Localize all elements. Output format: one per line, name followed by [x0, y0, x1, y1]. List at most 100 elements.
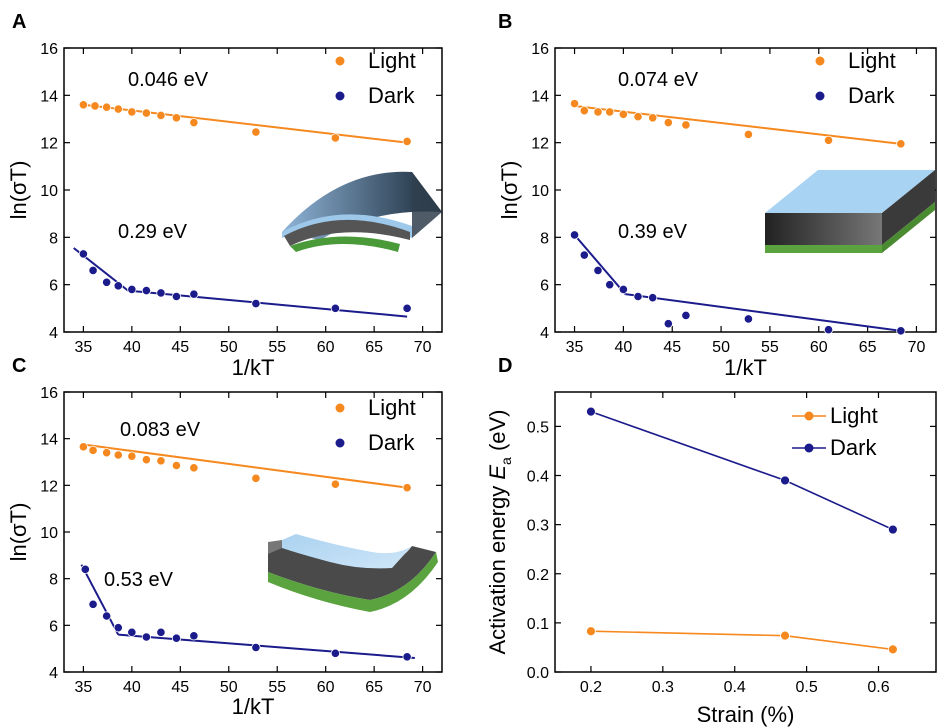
data-point-light: [823, 135, 834, 145]
y-tick-label: 10: [40, 183, 58, 200]
x-axis-title: 1/kT: [232, 694, 275, 719]
y-tick-label: 10: [531, 183, 549, 200]
data-point-dark: [780, 475, 790, 486]
fit-line-dark: [571, 231, 627, 295]
y-tick-label: 12: [40, 478, 58, 495]
data-point-dark: [896, 326, 906, 336]
fit-line-dark: [80, 564, 120, 636]
legend-marker: [335, 56, 345, 66]
panel-b: B 35 40 45 50 55 60 65 70 4 6 8 10 12 14 16 1/kT ln(σT) 0.…: [497, 11, 937, 380]
data-point-dark: [102, 277, 112, 287]
data-point-dark: [113, 281, 123, 291]
y-tick-label: 4: [49, 665, 58, 682]
legend-label: Dark: [830, 435, 877, 460]
panel-letter: C: [12, 355, 26, 377]
data-point-light: [633, 112, 643, 122]
y-axis-title-symbol: E: [485, 465, 510, 480]
x-tick-label: 0.6: [867, 679, 889, 696]
data-point-dark: [579, 250, 589, 260]
data-point-light: [88, 445, 98, 455]
y-tick-label: 0.4: [527, 469, 549, 486]
series-line-light: [590, 630, 893, 651]
data-point-light: [743, 129, 754, 139]
fit-line-dark: [118, 633, 415, 659]
fit-line-dark: [625, 293, 901, 332]
data-point-light: [141, 455, 151, 465]
data-point-light: [127, 107, 137, 117]
data-point-dark: [127, 284, 137, 294]
legend-label: Dark: [368, 430, 415, 455]
legend-marker: [815, 91, 825, 101]
x-tick-label: 70: [908, 339, 926, 356]
y-axis-title-sub: a: [498, 457, 514, 465]
legend-marker: [815, 56, 825, 66]
data-point-light: [171, 113, 182, 123]
y-tick-label: 6: [540, 278, 549, 295]
data-point-light: [189, 463, 199, 473]
x-tick-label: 40: [123, 339, 141, 356]
y-tick-label: 6: [49, 618, 58, 635]
x-tick-label: 0.4: [724, 679, 746, 696]
data-point-dark: [156, 627, 166, 637]
data-point-light: [330, 479, 340, 489]
y-tick-label: 6: [49, 278, 58, 295]
data-point-dark: [618, 284, 628, 294]
panel-letter: D: [498, 355, 512, 377]
y-axis-title: ln(σT): [6, 503, 31, 562]
data-point-light: [780, 630, 790, 641]
activation-energy-annotation: 0.083 eV: [120, 419, 201, 441]
fit-line-light: [83, 443, 408, 489]
data-point-dark: [171, 291, 182, 302]
y-tick-label: 16: [531, 41, 549, 58]
data-point-dark: [88, 265, 98, 276]
data-point-light: [156, 456, 166, 466]
data-point-dark: [189, 631, 199, 641]
data-point-light: [127, 451, 137, 461]
x-tick-label: 35: [74, 679, 92, 696]
concave-curved-device-icon: [268, 534, 438, 612]
data-point-dark: [330, 303, 340, 313]
legend-label: Light: [830, 403, 878, 428]
y-tick-label: 4: [49, 325, 58, 342]
x-tick-label: 0.5: [795, 679, 817, 696]
legend-marker: [804, 411, 814, 421]
y-tick-label: 4: [540, 325, 549, 342]
data-point-light: [113, 104, 123, 114]
x-tick-label: 55: [761, 339, 779, 356]
x-tick-label: 40: [123, 679, 141, 696]
legend-marker: [335, 403, 345, 413]
data-point-dark: [402, 652, 412, 662]
y-tick-label: 14: [40, 88, 58, 105]
x-axis-title: 1/kT: [724, 355, 767, 380]
y-tick-label: 8: [540, 230, 549, 247]
y-tick-label: 8: [49, 230, 58, 247]
data-point-dark: [189, 289, 199, 299]
data-point-light: [78, 100, 88, 110]
x-tick-label: 55: [268, 339, 286, 356]
x-tick-label: 45: [171, 339, 189, 356]
legend-label: Dark: [368, 83, 415, 108]
x-tick-label: 65: [365, 679, 383, 696]
data-point-light: [402, 136, 412, 147]
y-tick-label: 0.1: [527, 616, 549, 633]
data-point-light: [171, 460, 182, 471]
data-point-dark: [330, 648, 340, 658]
data-point-dark: [102, 611, 112, 621]
y-tick-label: 0.0: [527, 665, 549, 682]
data-point-dark: [887, 524, 898, 535]
x-tick-label: 65: [365, 339, 383, 356]
y-axis-title: ln(σT): [497, 161, 522, 220]
y-tick-label: 16: [40, 385, 58, 402]
x-tick-label: 55: [268, 679, 286, 696]
data-point-light: [569, 99, 580, 109]
data-point-dark: [156, 288, 166, 298]
data-point-light: [113, 450, 123, 460]
data-point-dark: [743, 314, 754, 324]
x-tick-label: 50: [220, 679, 238, 696]
legend-marker: [804, 443, 814, 453]
y-tick-label: 16: [40, 41, 58, 58]
data-point-light: [102, 102, 112, 112]
y-tick-label: 0.3: [527, 518, 549, 535]
data-point-dark: [648, 293, 658, 303]
y-axis-title-unit: (eV): [485, 409, 510, 457]
